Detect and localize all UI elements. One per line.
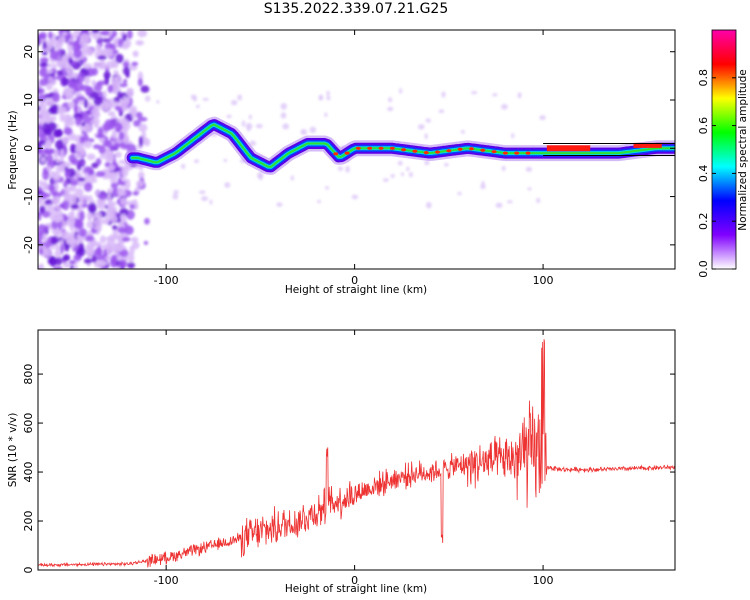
spectrogram-y-tick: -10 bbox=[22, 188, 35, 206]
colorbar-scale bbox=[711, 29, 737, 270]
snr-area bbox=[38, 339, 675, 568]
snr-ticks: -100 0 100 0 200 400 600 800 bbox=[22, 330, 675, 587]
snr-x-tick: 0 bbox=[351, 574, 358, 587]
snr-y-tick: 0 bbox=[22, 567, 35, 574]
ridge-band bbox=[124, 116, 675, 175]
spectrogram-y-tick: 10 bbox=[22, 93, 35, 107]
snr-x-label: Height of straight line (km) bbox=[285, 583, 427, 595]
snr-y-tick: 200 bbox=[22, 511, 35, 532]
spectrogram-x-tick: 100 bbox=[533, 274, 554, 287]
spectrogram-x-tick: -100 bbox=[154, 274, 179, 287]
noise-cloud bbox=[38, 30, 546, 269]
spectrogram-y-label: Frequency (Hz) bbox=[7, 110, 19, 189]
colorbar-tick: 0.2 bbox=[697, 212, 710, 230]
snr-x-tick: 100 bbox=[533, 574, 554, 587]
spectrogram-frame bbox=[37, 29, 676, 270]
spectrogram-x-tick: 0 bbox=[351, 274, 358, 287]
spectrogram-y-tick: 20 bbox=[22, 45, 35, 59]
colorbar-label: Normalized spectral amplitude bbox=[737, 69, 749, 230]
snr-line bbox=[38, 339, 675, 568]
snr-x-tick: -100 bbox=[154, 574, 179, 587]
colorbar: 0.0 0.2 0.4 0.6 0.8 Normalized spectral ampl… bbox=[697, 29, 749, 278]
spectrogram-y-tick: 0 bbox=[22, 145, 35, 152]
snr-plot: -100 0 100 0 200 400 600 800 Height of straight… bbox=[7, 329, 676, 595]
colorbar-ticks: 0.0 0.2 0.4 0.6 0.8 bbox=[697, 69, 736, 278]
snr-y-tick: 600 bbox=[22, 413, 35, 434]
snr-y-tick: 400 bbox=[22, 462, 35, 483]
snr-y-label: SNR (10 * v/v) bbox=[7, 413, 19, 488]
snr-frame bbox=[37, 329, 676, 571]
spectrogram-x-label: Height of straight line (km) bbox=[285, 284, 427, 296]
colorbar-tick: 0.8 bbox=[697, 69, 710, 87]
colorbar-tick: 0.6 bbox=[697, 117, 710, 135]
snr-y-tick: 800 bbox=[22, 364, 35, 385]
spectrogram-area bbox=[38, 30, 675, 269]
colorbar-tick: 0.0 bbox=[697, 260, 710, 278]
chart-title: S135.2022.339.07.21.G25 bbox=[263, 1, 449, 17]
spectrogram-y-tick: -20 bbox=[22, 236, 35, 254]
colorbar-tick: 0.4 bbox=[697, 165, 710, 183]
